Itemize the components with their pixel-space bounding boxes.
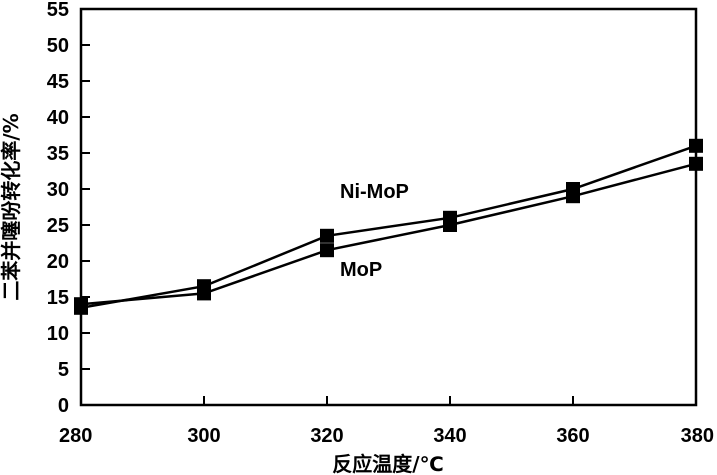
x-axis-ticks: 280 300 320 340 360 380 bbox=[59, 396, 714, 447]
y-tick-label: 30 bbox=[47, 179, 69, 201]
y-tick-label: 25 bbox=[47, 215, 69, 237]
x-tick-label: 380 bbox=[681, 425, 714, 447]
series-line-mop bbox=[80, 162, 697, 306]
marker-mop bbox=[443, 218, 457, 232]
y-axis-ticks: 0 5 10 15 20 25 30 35 40 45 50 55 bbox=[47, 0, 90, 417]
marker-ni-mop bbox=[320, 228, 334, 243]
y-tick-label: 35 bbox=[47, 143, 69, 165]
marker-mop bbox=[320, 243, 334, 258]
x-axis-title: 反应温度/℃ bbox=[332, 452, 444, 475]
y-tick-label: 0 bbox=[58, 395, 69, 417]
series-label-ni-mop: Ni-MoP bbox=[340, 181, 409, 203]
y-tick-label: 50 bbox=[47, 35, 69, 57]
series-line-ni-mop bbox=[80, 144, 697, 310]
marker-mop bbox=[74, 297, 88, 312]
series-lines bbox=[80, 144, 697, 310]
y-tick-label: 20 bbox=[47, 251, 69, 273]
marker-ni-mop bbox=[689, 138, 703, 153]
x-tick-label: 340 bbox=[433, 425, 466, 447]
marker-mop bbox=[566, 189, 580, 204]
x-tick-label: 320 bbox=[310, 425, 343, 447]
y-tick-label: 15 bbox=[47, 287, 69, 309]
series-markers bbox=[74, 138, 703, 315]
marker-mop bbox=[689, 156, 703, 171]
plot-area-frame bbox=[79, 7, 698, 407]
x-tick-label: 280 bbox=[59, 425, 92, 447]
y-tick-label: 40 bbox=[47, 107, 69, 129]
x-tick-label: 360 bbox=[556, 425, 589, 447]
y-tick-label: 5 bbox=[58, 359, 69, 381]
y-tick-label: 10 bbox=[47, 323, 69, 345]
series-label-mop: MoP bbox=[340, 259, 382, 281]
y-tick-label: 45 bbox=[47, 71, 69, 93]
x-tick-label: 300 bbox=[187, 425, 220, 447]
y-axis-title: 二苯并噻吩转化率/% bbox=[0, 113, 23, 300]
marker-mop bbox=[197, 286, 211, 301]
y-tick-label: 55 bbox=[47, 0, 69, 21]
